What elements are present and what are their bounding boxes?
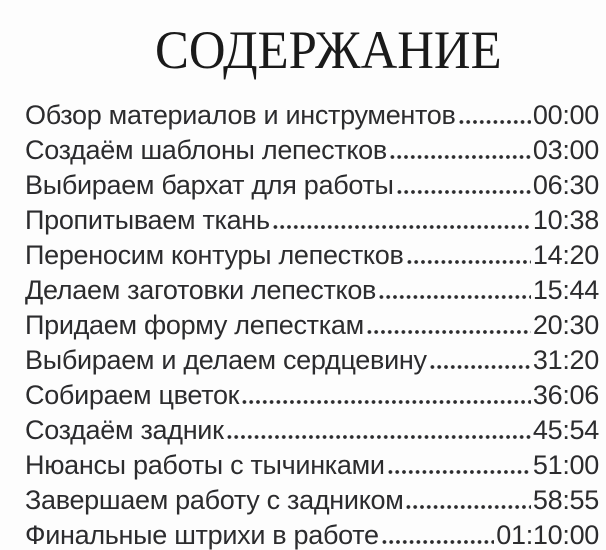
toc-item-time[interactable]: 10:38 [532, 205, 599, 235]
toc-item-time[interactable]: 20:30 [532, 310, 599, 340]
toc-row: Придаем форму лепесткам 20:30 [25, 308, 599, 343]
leader-dots [380, 536, 495, 544]
leader-dots [241, 396, 531, 404]
toc-row: Пропитываем ткань 10:38 [25, 203, 599, 238]
page-title-text: СОДЕРЖАНИЕ [154, 20, 502, 80]
leader-dots [386, 466, 531, 474]
toc-row: Выбираем бархат для работы 06:30 [25, 168, 599, 203]
leader-dots [395, 186, 531, 194]
toc-item-label: Выбираем и делаем сердцевину [25, 345, 427, 375]
leader-dots [428, 361, 531, 369]
toc-item-time[interactable]: 45:54 [532, 415, 599, 445]
toc-item-label: Придаем форму лепесткам [25, 310, 364, 340]
toc-item-time[interactable]: 31:20 [532, 345, 599, 375]
contents-page: СОДЕРЖАНИЕ Обзор материалов и инструмент… [0, 18, 606, 550]
toc-item-label: Собираем цветок [25, 380, 240, 410]
toc-item-time[interactable]: 03:00 [532, 135, 599, 165]
toc-item-time[interactable]: 15:44 [532, 275, 599, 305]
toc-row: Переносим контуры лепестков 14:20 [25, 238, 599, 273]
toc-item-time[interactable]: 36:06 [532, 380, 599, 410]
leader-dots [365, 326, 531, 334]
toc-item-time[interactable]: 58:55 [532, 485, 599, 515]
leader-dots [225, 431, 531, 439]
toc-item-label: Завершаем работу с задником [25, 485, 404, 515]
toc-item-time[interactable]: 51:00 [532, 450, 599, 480]
toc-row: Обзор материалов и инструментов 00:00 [25, 98, 599, 133]
leader-dots [405, 501, 531, 509]
toc-row: Финальные штрихи в работе 01:10:00 [25, 518, 599, 550]
toc-item-time[interactable]: 06:30 [532, 170, 599, 200]
toc-row: Создаём шаблоны лепестков 03:00 [25, 133, 599, 168]
toc-item-label: Переносим контуры лепестков [25, 240, 404, 270]
leader-dots [457, 116, 531, 124]
toc-item-time[interactable]: 14:20 [532, 240, 599, 270]
toc-row: Создаём задник 45:54 [25, 413, 599, 448]
page-title: СОДЕРЖАНИЕ [0, 18, 606, 82]
toc-item-label: Создаём задник [25, 415, 224, 445]
leader-dots [388, 151, 531, 159]
toc-item-label: Финальные штрихи в работе [25, 520, 379, 550]
toc-item-time[interactable]: 00:00 [532, 100, 599, 130]
leader-dots [405, 256, 531, 264]
toc-item-label: Выбираем бархат для работы [25, 170, 394, 200]
toc-item-label: Обзор материалов и инструментов [25, 100, 456, 130]
toc-item-label: Создаём шаблоны лепестков [25, 135, 387, 165]
toc-item-label: Делаем заготовки лепестков [25, 275, 377, 305]
toc-row: Выбираем и делаем сердцевину 31:20 [25, 343, 599, 378]
toc-item-label: Пропитываем ткань [25, 205, 270, 235]
toc-row: Собираем цветок 36:06 [25, 378, 599, 413]
toc-row: Нюансы работы с тычинками 51:00 [25, 448, 599, 483]
toc-item-label: Нюансы работы с тычинками [25, 450, 385, 480]
toc-row: Завершаем работу с задником 58:55 [25, 483, 599, 518]
leader-dots [378, 291, 531, 299]
toc-list: Обзор материалов и инструментов 00:00 Со… [0, 98, 606, 550]
toc-item-time[interactable]: 01:10:00 [496, 520, 599, 550]
toc-row: Делаем заготовки лепестков 15:44 [25, 273, 599, 308]
leader-dots [271, 221, 531, 229]
